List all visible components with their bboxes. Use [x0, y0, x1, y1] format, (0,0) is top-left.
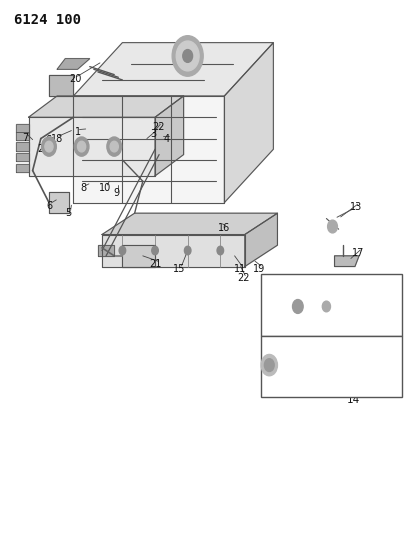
- Polygon shape: [29, 117, 155, 176]
- Polygon shape: [271, 344, 316, 386]
- Text: 20: 20: [69, 74, 82, 84]
- Text: 6: 6: [45, 135, 51, 144]
- Text: 5: 5: [65, 208, 72, 218]
- Polygon shape: [245, 213, 277, 266]
- Circle shape: [74, 137, 89, 156]
- Circle shape: [42, 137, 56, 156]
- Polygon shape: [335, 256, 359, 266]
- Text: 6: 6: [46, 201, 52, 211]
- Circle shape: [172, 36, 203, 76]
- Circle shape: [45, 141, 53, 152]
- Text: 18: 18: [51, 134, 63, 143]
- Polygon shape: [73, 96, 224, 203]
- Polygon shape: [98, 245, 114, 256]
- Text: 22: 22: [152, 122, 164, 132]
- Polygon shape: [73, 43, 273, 96]
- Bar: [261, 274, 402, 336]
- Text: 8: 8: [80, 183, 87, 193]
- Polygon shape: [102, 213, 277, 235]
- Text: 2: 2: [37, 144, 43, 154]
- Text: 16: 16: [217, 223, 230, 233]
- Polygon shape: [122, 245, 155, 266]
- Text: 17: 17: [352, 248, 364, 257]
- Circle shape: [110, 141, 118, 152]
- Text: 6124 100: 6124 100: [14, 13, 81, 27]
- Circle shape: [217, 246, 224, 255]
- Text: 15: 15: [173, 264, 186, 273]
- Circle shape: [78, 141, 86, 152]
- Circle shape: [152, 246, 158, 255]
- Text: 9: 9: [113, 188, 120, 198]
- Polygon shape: [16, 142, 29, 151]
- Text: 4: 4: [163, 134, 170, 143]
- Bar: [261, 336, 402, 397]
- Circle shape: [107, 137, 122, 156]
- Circle shape: [293, 300, 303, 313]
- Polygon shape: [49, 192, 69, 213]
- Text: 10: 10: [99, 183, 111, 192]
- Polygon shape: [224, 43, 273, 203]
- Text: 3: 3: [150, 130, 156, 139]
- Text: 21: 21: [150, 259, 162, 269]
- Polygon shape: [102, 235, 245, 266]
- Polygon shape: [16, 164, 29, 172]
- Circle shape: [176, 41, 199, 71]
- Circle shape: [264, 359, 274, 372]
- Circle shape: [119, 246, 126, 255]
- Text: 14: 14: [347, 395, 360, 406]
- Text: 1: 1: [74, 127, 81, 137]
- Polygon shape: [155, 96, 184, 176]
- Polygon shape: [49, 75, 73, 96]
- Circle shape: [261, 354, 277, 376]
- Circle shape: [184, 246, 191, 255]
- Text: 13: 13: [350, 202, 362, 212]
- Text: 22: 22: [237, 273, 249, 283]
- Polygon shape: [16, 132, 29, 140]
- Polygon shape: [16, 153, 29, 161]
- Text: 11: 11: [234, 264, 246, 273]
- Polygon shape: [16, 124, 29, 132]
- Polygon shape: [29, 96, 184, 117]
- Circle shape: [183, 50, 193, 62]
- Text: 12: 12: [267, 278, 280, 288]
- Text: 19: 19: [253, 264, 265, 273]
- Circle shape: [328, 220, 337, 233]
- Text: 7: 7: [22, 133, 29, 142]
- Polygon shape: [57, 59, 90, 69]
- Circle shape: [322, 301, 330, 312]
